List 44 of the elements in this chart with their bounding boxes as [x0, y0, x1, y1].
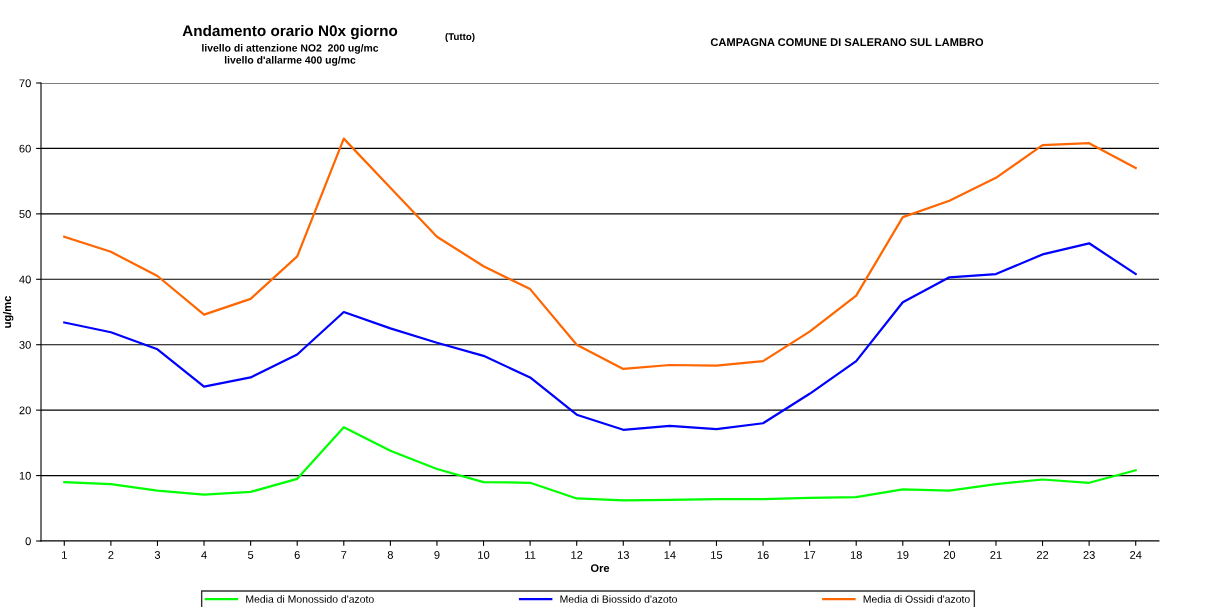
x-tick-label: 18: [850, 551, 862, 559]
y-tick-label: 30: [19, 340, 31, 349]
x-tick-label: 13: [617, 551, 629, 559]
x-tick-label: 5: [247, 551, 254, 559]
legend-label: Media di Biossido d'azoto: [560, 595, 677, 603]
y-tick-label: 50: [19, 210, 31, 218]
text: CAMPAGNA COMUNE DI SALERANO SUL LAMBRO: [710, 38, 984, 47]
x-tick-label: 21: [990, 551, 1002, 559]
x-tick-label: 24: [1130, 551, 1142, 559]
y-axis-title: ug/mc: [2, 295, 14, 328]
x-tick-label: 4: [201, 551, 207, 559]
x-tick-label: 11: [525, 551, 536, 559]
x-tick-label: 19: [897, 551, 909, 559]
x-tick-label: 23: [1083, 551, 1095, 559]
x-tick-label: 16: [757, 551, 769, 559]
legend-label: Media di Ossidi d'azoto: [863, 595, 970, 603]
y-tick-label: 0: [25, 537, 31, 546]
x-tick-label: 9: [434, 551, 440, 559]
x-tick-label: 6: [294, 551, 300, 559]
x-tick-label: 12: [571, 551, 583, 559]
line-series: [63, 137, 1137, 371]
x-tick-label: 1: [62, 551, 67, 559]
x-tick-label: 17: [804, 551, 816, 559]
text: (Tutto): [445, 32, 475, 43]
x-axis-title: Ore: [590, 564, 610, 573]
x-tick-label: 2: [108, 551, 114, 559]
line-series: [63, 426, 1137, 502]
y-tick-label: 60: [19, 144, 31, 153]
x-tick-label: 8: [387, 551, 393, 559]
x-tick-label: 15: [711, 551, 723, 559]
x-tick-label: 7: [341, 551, 347, 559]
y-tick-label: 70: [19, 79, 31, 88]
x-tick-label: 10: [478, 551, 490, 559]
x-tick-label: 20: [943, 551, 956, 559]
x-tick-label: 3: [154, 551, 161, 559]
y-tick-label: 10: [19, 471, 31, 480]
chart-subtitle: livello di attenzione NO2 200 ug/mc livello d'allarme 400 ug/mc: [202, 44, 379, 66]
x-tick-label: 14: [664, 551, 676, 559]
y-tick-label: 40: [19, 275, 31, 284]
x-tick-label: 22: [1036, 551, 1049, 559]
chart-title: Andamento orario N0x giorno: [182, 24, 398, 40]
legend-label: Media di Monossido d'azoto: [246, 595, 374, 603]
y-tick-label: 20: [19, 406, 31, 415]
line-series: [63, 242, 1137, 431]
